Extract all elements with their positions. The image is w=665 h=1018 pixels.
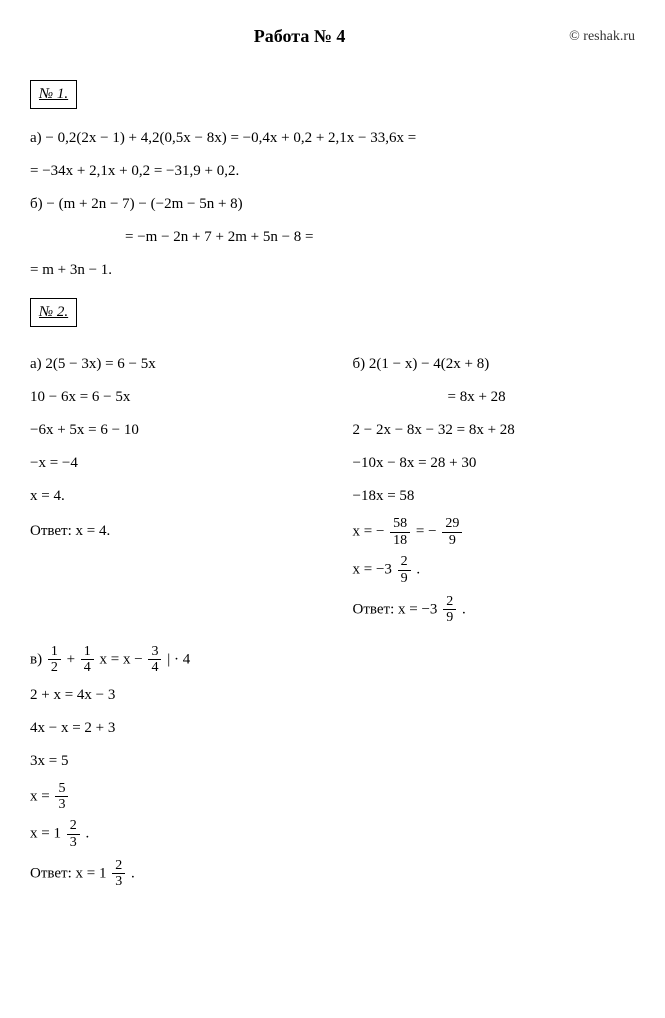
p2a-s1: 10 − 6x = 6 − 5x (30, 384, 313, 411)
p2b-s4-prefix: x = − (353, 524, 385, 540)
p2c-s5-prefix: x = 1 (30, 826, 61, 842)
p2b-s5-suffix: . (416, 562, 420, 578)
fraction: 1 4 (81, 644, 94, 676)
fraction: 2 3 (67, 818, 80, 850)
p2b-heading: б) 2(1 − x) − 4(2x + 8) (353, 351, 636, 378)
p2c-answer-suffix: . (131, 865, 135, 881)
p2b-s4: x = − 58 18 = − 29 9 (353, 516, 636, 548)
fraction: 2 9 (443, 594, 456, 626)
p2a-s3: −x = −4 (30, 450, 313, 477)
p2c-s5-suffix: . (85, 826, 89, 842)
numerator: 2 (398, 554, 411, 570)
p2b-s1: 2 − 2x − 8x − 32 = 8x + 28 (353, 417, 636, 444)
denominator: 3 (55, 797, 68, 812)
numerator: 29 (442, 516, 462, 532)
p2a-s2: −6x + 5x = 6 − 10 (30, 417, 313, 444)
site-link: © reshak.ru (569, 24, 635, 49)
denominator: 9 (398, 571, 411, 586)
column-b: б) 2(1 − x) − 4(2x + 8) = 8x + 28 2 − 2x… (353, 345, 636, 631)
p2c-answer: Ответ: x = 1 2 3 . (30, 858, 635, 890)
p2a-heading: а) 2(5 − 3x) = 6 − 5x (30, 351, 313, 378)
p2b-s5: x = −3 2 9 . (353, 554, 636, 586)
denominator: 3 (112, 874, 125, 889)
p2c-s3: 3x = 5 (30, 748, 635, 775)
problem-1-label: № 1. (30, 80, 77, 109)
denominator: 18 (390, 533, 410, 548)
p2c-s2: 4x − x = 2 + 3 (30, 715, 635, 742)
two-column-layout: а) 2(5 − 3x) = 6 − 5x 10 − 6x = 6 − 5x −… (30, 345, 635, 631)
p2b-s2: −10x − 8x = 28 + 30 (353, 450, 636, 477)
p2a-answer: Ответ: x = 4. (30, 518, 313, 545)
denominator: 9 (443, 610, 456, 625)
numerator: 58 (390, 516, 410, 532)
p2b-answer: Ответ: x = −3 2 9 . (353, 594, 636, 626)
p2c-s5: x = 1 2 3 . (30, 818, 635, 850)
numerator: 5 (55, 781, 68, 797)
p2b-s5-prefix: x = −3 (353, 562, 392, 578)
fraction: 1 2 (48, 644, 61, 676)
work-title: Работа № 4 (30, 20, 569, 52)
denominator: 4 (81, 660, 94, 675)
denominator: 3 (67, 835, 80, 850)
p2c-h-mid: x = x − (100, 651, 147, 667)
p2c-s1: 2 + x = 4x − 3 (30, 682, 635, 709)
fraction: 29 9 (442, 516, 462, 548)
numerator: 1 (48, 644, 61, 660)
p2c-h-tail: | · 4 (167, 651, 190, 667)
fraction: 2 9 (398, 554, 411, 586)
denominator: 2 (48, 660, 61, 675)
p2c-heading: в) 1 2 + 1 4 x = x − 3 4 | · 4 (30, 644, 635, 676)
p2c-s4: x = 5 3 (30, 781, 635, 813)
p1-line-b2: = m + 3n − 1. (30, 257, 635, 284)
p2c-s4-prefix: x = (30, 788, 53, 804)
numerator: 2 (443, 594, 456, 610)
numerator: 3 (148, 644, 161, 660)
fraction: 58 18 (390, 516, 410, 548)
p2b-heading-indent: = 8x + 28 (353, 384, 636, 411)
p2b-s3: −18x = 58 (353, 483, 636, 510)
column-a: а) 2(5 − 3x) = 6 − 5x 10 − 6x = 6 − 5x −… (30, 345, 313, 551)
fraction: 3 4 (148, 644, 161, 676)
p2b-answer-suffix: . (462, 601, 466, 617)
p2b-s4-mid: = − (416, 524, 437, 540)
header-row: Работа № 4 © reshak.ru (30, 20, 635, 52)
p1-line-b: б) − (m + 2n − 7) − (−2m − 5n + 8) (30, 191, 635, 218)
numerator: 1 (81, 644, 94, 660)
p1-line-b-indent: = −m − 2n + 7 + 2m + 5n − 8 = (30, 224, 635, 251)
p1-line-a: а) − 0,2(2x − 1) + 4,2(0,5x − 8x) = −0,4… (30, 125, 635, 152)
numerator: 2 (112, 858, 125, 874)
denominator: 9 (442, 533, 462, 548)
p2c-heading-prefix: в) (30, 651, 46, 667)
p2c-answer-prefix: Ответ: x = 1 (30, 865, 106, 881)
numerator: 2 (67, 818, 80, 834)
fraction: 2 3 (112, 858, 125, 890)
fraction: 5 3 (55, 781, 68, 813)
p1-line-a2: = −34x + 2,1x + 0,2 = −31,9 + 0,2. (30, 158, 635, 185)
problem-2-label: № 2. (30, 298, 77, 327)
p2a-s4: x = 4. (30, 483, 313, 510)
p2b-answer-prefix: Ответ: x = −3 (353, 601, 438, 617)
p2c-h-plus: + (67, 651, 79, 667)
denominator: 4 (148, 660, 161, 675)
